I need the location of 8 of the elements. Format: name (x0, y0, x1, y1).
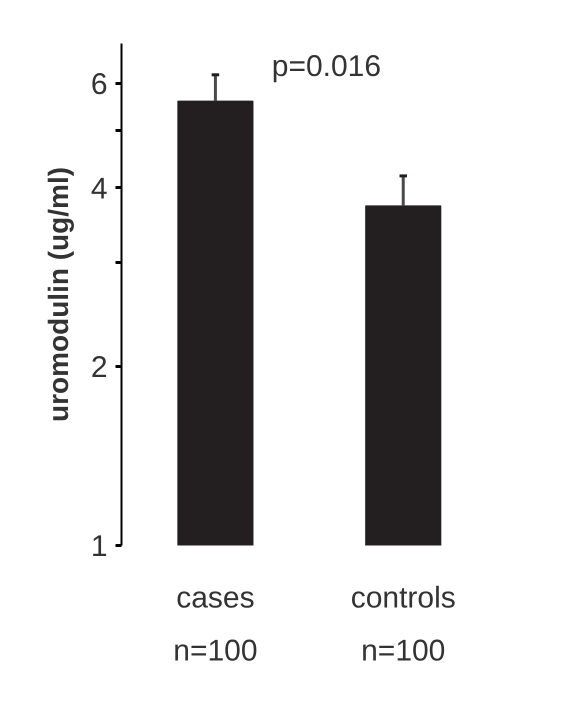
y-tick-label: 1 (90, 530, 108, 563)
annotation: p=0.016 (272, 50, 382, 84)
y-tick-label: 4 (90, 172, 108, 206)
y-axis-title: uromodulin (ug/ml) (42, 166, 74, 422)
x-tick-label: cases n=100 (173, 582, 258, 668)
y-tick-label: 2 (90, 351, 108, 384)
x-tick-label: controls n=100 (350, 582, 456, 668)
y-tick-label: 6 (90, 68, 108, 101)
